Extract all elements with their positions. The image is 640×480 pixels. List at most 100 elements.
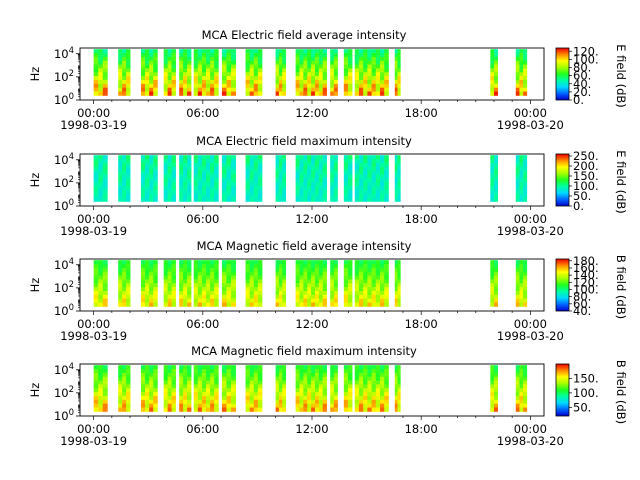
heatmap-cell [523, 49, 528, 54]
heatmap-cell [394, 53, 398, 58]
heatmap-cell [275, 197, 280, 202]
heatmap-cell [394, 395, 398, 401]
heatmap-cell [210, 185, 215, 191]
heatmap-cell [231, 197, 236, 202]
heatmap-cell [333, 407, 338, 412]
heatmap-cell [490, 392, 495, 397]
heatmap-cell [210, 193, 215, 198]
heatmap-cell [187, 388, 192, 393]
heatmap-cell [330, 372, 335, 378]
heatmap-cell [201, 87, 207, 92]
colorbar [555, 47, 570, 101]
heatmap-cell [221, 407, 227, 412]
heatmap-cell [343, 76, 349, 81]
heatmap-cell [197, 174, 203, 179]
heatmap-cell [118, 68, 123, 73]
heatmap-cell [118, 56, 123, 62]
heatmap-cell [490, 369, 495, 374]
date-label-end: 1998-03-20 [497, 434, 564, 448]
heatmap-cell [118, 384, 123, 389]
heatmap-cell [493, 298, 498, 303]
heatmap-cell [102, 197, 108, 202]
heatmap-cell [523, 369, 528, 374]
heatmap-cell [197, 49, 203, 54]
heatmap-cell [122, 403, 127, 408]
heatmap-cell [523, 388, 528, 393]
heatmap-cell [226, 83, 232, 89]
heatmap-cell [303, 380, 308, 385]
heatmap-cell [98, 162, 104, 168]
heatmap-cell [397, 79, 401, 85]
heatmap-cell [394, 407, 398, 412]
heatmap-cell [307, 392, 312, 397]
heatmap-cell [493, 68, 498, 73]
heatmap-cell [347, 376, 353, 381]
heatmap-cell [214, 271, 219, 276]
heatmap-cell [253, 56, 259, 62]
heatmap-cell [153, 155, 158, 160]
heatmap-cell [145, 399, 150, 405]
heatmap-cell [493, 392, 498, 397]
heatmap-cell [303, 403, 308, 408]
heatmap-cell [515, 170, 520, 175]
heatmap-cell [210, 60, 215, 65]
heatmap-cell [282, 302, 287, 307]
heatmap-cell [343, 64, 349, 69]
heatmap-cell [171, 162, 176, 168]
heatmap-cell [167, 369, 172, 374]
heatmap-cell [210, 170, 215, 175]
panel-title: MCA Magnetic field average intensity [197, 239, 412, 253]
heatmap-cell [221, 64, 227, 69]
heatmap-cell [145, 60, 150, 65]
heatmap-cell [295, 399, 300, 405]
heatmap-cell [226, 279, 232, 284]
heatmap-cell [193, 279, 199, 284]
heatmap-cell [303, 91, 308, 96]
heatmap-cell [307, 182, 312, 187]
heatmap-cell [371, 399, 377, 405]
heatmap-cell [333, 302, 338, 307]
heatmap-cell [126, 72, 131, 77]
heatmap-cell [210, 260, 215, 265]
heatmap-cell [330, 68, 335, 73]
heatmap-cell [333, 56, 338, 62]
colorbar-tick-label: 80. [573, 61, 591, 75]
heatmap-cell [102, 56, 108, 62]
heatmap-cell [253, 287, 259, 292]
heatmap-cell [490, 271, 495, 276]
heatmap-cell [375, 56, 381, 62]
heatmap-cell [322, 395, 327, 401]
heatmap-cell [197, 395, 203, 401]
heatmap-cell [98, 392, 104, 397]
heatmap-cell [231, 166, 236, 171]
heatmap-cell [347, 185, 353, 191]
heatmap-cell [126, 60, 131, 65]
heatmap-cell [303, 174, 308, 179]
heatmap-cell [343, 403, 349, 408]
heatmap-cell [380, 72, 385, 77]
heatmap-cell [367, 392, 372, 397]
heatmap-cell [206, 68, 211, 73]
heatmap-cell [93, 68, 99, 73]
heatmap-cell [278, 264, 283, 269]
heatmap-cell [102, 162, 108, 168]
heatmap-cell [102, 267, 108, 273]
heatmap-cell [145, 178, 150, 183]
heatmap-cell [206, 290, 211, 296]
heatmap-cell [231, 271, 236, 276]
heatmap-cell [118, 91, 123, 96]
heatmap-cell [221, 182, 227, 187]
heatmap-cell [201, 189, 207, 195]
heatmap-cell [275, 79, 280, 85]
heatmap-cell [515, 155, 520, 160]
heatmap-cell [249, 76, 255, 81]
heatmap-cell [314, 399, 320, 405]
heatmap-cell [519, 279, 524, 284]
heatmap-cell [384, 388, 389, 393]
heatmap-cell [171, 185, 176, 191]
heatmap-cell [314, 294, 320, 300]
heatmap-cell [519, 264, 524, 269]
heatmap-cell [98, 72, 104, 77]
heatmap-cell [490, 53, 495, 58]
heatmap-cell [519, 166, 524, 171]
